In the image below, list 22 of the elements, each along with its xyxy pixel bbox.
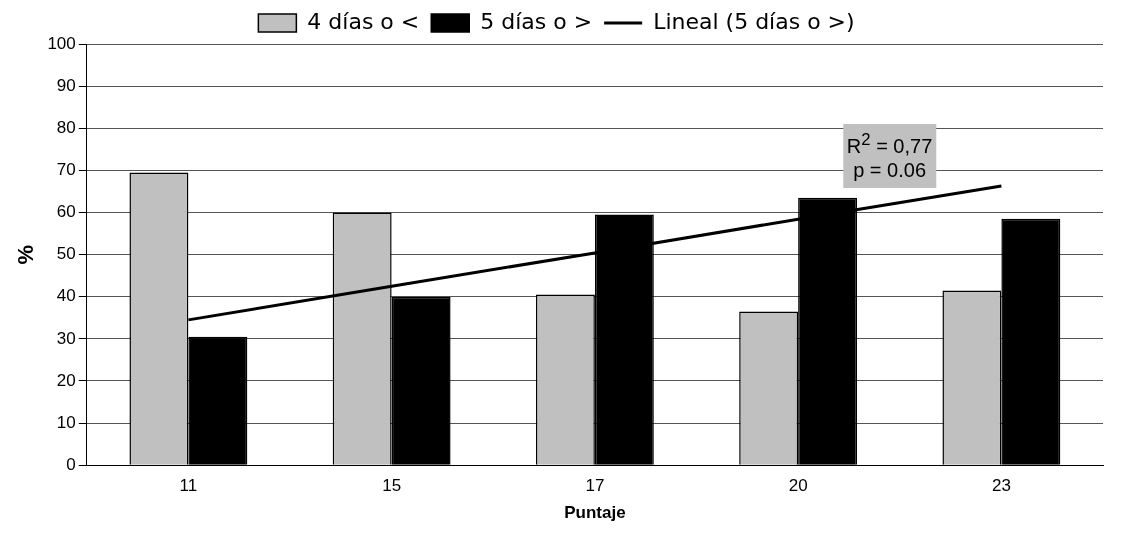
x-axis-title: Puntaje <box>564 503 626 523</box>
y-tick-label: 90 <box>56 75 76 95</box>
y-tick-label: 30 <box>56 328 76 348</box>
y-tick-label: 20 <box>56 370 76 390</box>
legend-label: 4 días o < <box>307 8 420 34</box>
y-tick-label: 50 <box>56 244 76 264</box>
y-tick-label: 40 <box>56 286 76 306</box>
y-tick-label: 60 <box>56 202 76 222</box>
y-axis-title: % <box>13 244 39 265</box>
y-tick-label: 70 <box>56 160 76 180</box>
x-tick-label: 11 <box>179 476 198 496</box>
y-tick-label: 10 <box>56 412 76 432</box>
annotation: R$^{2}$ = 0,77 p = 0.06 <box>842 124 937 188</box>
x-tick-label: 15 <box>382 476 402 496</box>
x-tick-label: 23 <box>991 476 1011 496</box>
y-tick-label: 100 <box>47 33 76 53</box>
legend-label: 5 días o > <box>480 8 593 34</box>
y-tick-label: 80 <box>56 117 76 137</box>
y-tick-label: 0 <box>66 454 76 474</box>
x-tick-label: 20 <box>788 476 808 496</box>
x-tick-label: 17 <box>585 476 605 496</box>
legend-label: Lineal (5 días o >) <box>653 8 855 34</box>
